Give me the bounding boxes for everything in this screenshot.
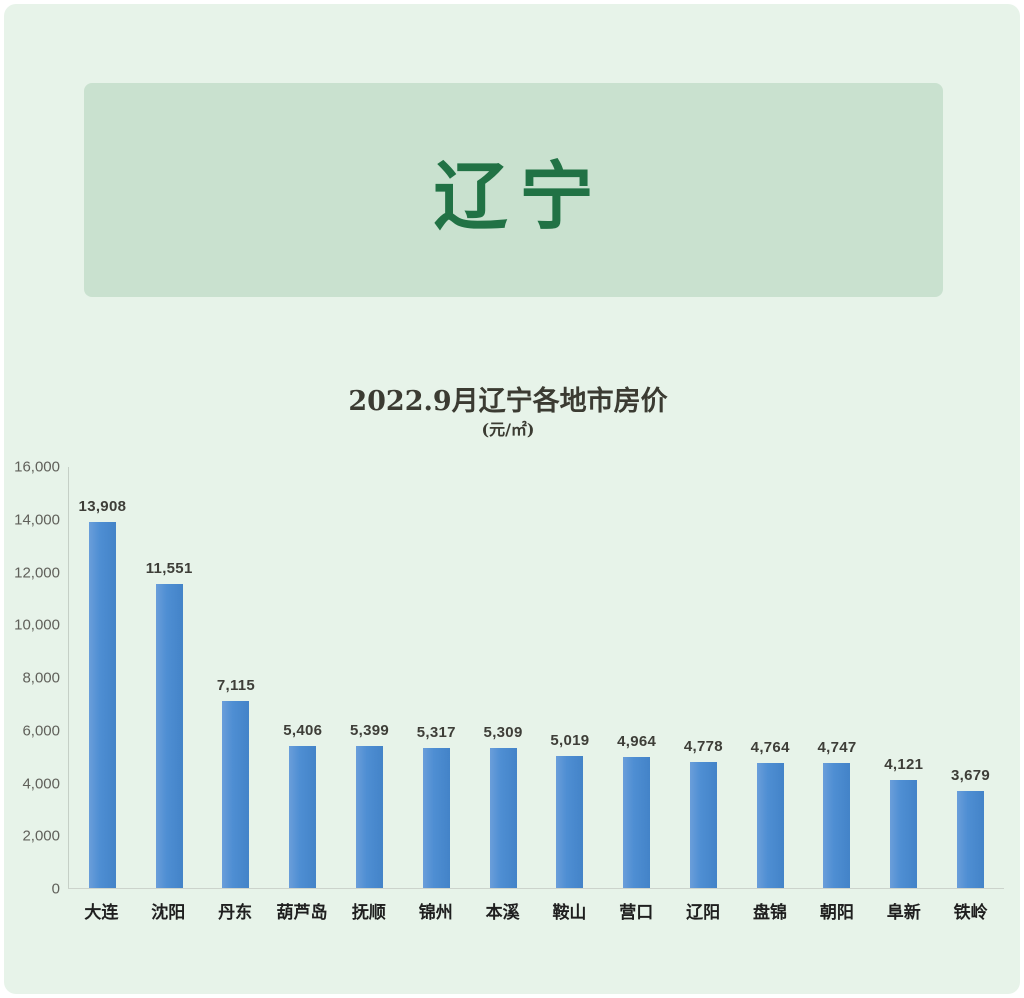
bar-slot: 4,747 — [804, 467, 871, 888]
bar-value-label: 5,309 — [483, 724, 523, 742]
bar-value-label: 13,908 — [78, 498, 127, 516]
y-tick-label: 10,000 — [14, 616, 60, 634]
page-panel: 辽宁 2022.9月辽宁各地市房价 (元/㎡) 16,000 14,000 12,0… — [4, 4, 1020, 994]
bar — [556, 755, 584, 888]
x-category-label: 丹东 — [218, 903, 253, 923]
x-category-label: 抚顺 — [351, 903, 386, 923]
y-tick-label: 16,000 — [14, 458, 60, 476]
x-category-label: 朝阳 — [819, 903, 854, 923]
bar-value-label: 4,121 — [884, 755, 924, 773]
x-category-label: 葫芦岛 — [276, 903, 328, 923]
x-category-label: 本溪 — [485, 903, 520, 923]
bar — [155, 584, 183, 888]
y-tick-label: 2,000 — [22, 827, 60, 845]
bar-value-label: 4,778 — [683, 738, 723, 756]
x-axis: 大连 沈阳 丹东 葫芦岛 抚顺 锦州 本溪 鞍山 营口 辽阳 盘锦 朝阳 阜新 铁岭 — [68, 898, 1004, 923]
bar-slot: 11,551 — [136, 467, 203, 888]
bar-value-label: 7,115 — [216, 676, 256, 694]
housing-price-bar-chart: 2022.9月辽宁各地市房价 (元/㎡) 16,000 14,000 12,000 1… — [12, 385, 1004, 923]
bar — [890, 779, 918, 888]
bar-value-label: 5,019 — [550, 731, 590, 749]
x-category-label: 大连 — [84, 903, 119, 923]
bar-value-label: 4,747 — [817, 739, 857, 757]
bar — [356, 745, 384, 888]
bar-slot: 5,309 — [470, 467, 537, 888]
bar — [422, 748, 450, 888]
bar — [289, 745, 317, 888]
y-tick-label: 14,000 — [14, 511, 60, 529]
x-category-label: 盘锦 — [753, 903, 788, 923]
chart-title: 2022.9月辽宁各地市房价 — [348, 386, 668, 417]
x-category-label: 营口 — [619, 903, 654, 923]
bar-slot: 3,679 — [937, 467, 1004, 888]
bar — [957, 791, 985, 888]
bar-value-label: 11,551 — [145, 560, 193, 578]
x-category-label: 锦州 — [418, 903, 453, 923]
bar — [689, 762, 717, 888]
chart-unit-label: (元/㎡) — [481, 420, 535, 439]
bar-value-label: 3,679 — [951, 767, 991, 785]
province-header-card: 辽宁 — [84, 83, 943, 297]
bar-slot: 4,778 — [670, 467, 737, 888]
y-axis: 16,000 14,000 12,000 10,000 8,000 6,000 4,000 2… — [12, 459, 68, 898]
bar — [88, 522, 116, 888]
province-title: 辽宁 — [433, 153, 606, 240]
bar — [489, 748, 517, 888]
y-tick-label: 4,000 — [22, 775, 60, 792]
bar-slot: 5,406 — [269, 467, 336, 888]
bar — [756, 762, 784, 888]
bar — [222, 700, 250, 888]
bar-slot: 5,317 — [403, 467, 470, 888]
y-tick-label: 0 — [51, 880, 60, 898]
bar — [823, 763, 851, 888]
bar-value-label: 5,399 — [349, 721, 390, 739]
y-tick-label: 12,000 — [14, 564, 60, 581]
y-tick-label: 8,000 — [22, 669, 60, 687]
bar-value-label: 4,964 — [617, 733, 657, 751]
plot-row: 16,000 14,000 12,000 10,000 8,000 6,000 4,000 2… — [12, 459, 1004, 898]
x-category-label: 阜新 — [886, 903, 921, 923]
bar-slot: 4,764 — [737, 467, 804, 888]
bar-value-label: 5,317 — [416, 724, 456, 742]
bar-slot: 7,115 — [203, 467, 270, 888]
bar-slot: 4,121 — [870, 467, 937, 888]
bar-value-label: 4,764 — [750, 738, 790, 756]
x-category-label: 鞍山 — [552, 903, 587, 923]
bar-slot: 4,964 — [603, 467, 670, 888]
bar-slot: 13,908 — [69, 467, 136, 888]
y-tick-label: 6,000 — [22, 722, 60, 740]
bar — [623, 757, 651, 888]
bar-slot: 5,019 — [536, 467, 603, 888]
bar-value-label: 5,406 — [283, 721, 323, 739]
x-category-label: 辽阳 — [686, 903, 721, 923]
bar-slot: 5,399 — [336, 467, 403, 888]
x-category-label: 铁岭 — [953, 903, 988, 923]
x-category-label: 沈阳 — [151, 903, 186, 923]
plot-area: 13,908 11,551 7,115 5,406 5,399 5,317 5,309 5,0… — [68, 467, 1004, 889]
